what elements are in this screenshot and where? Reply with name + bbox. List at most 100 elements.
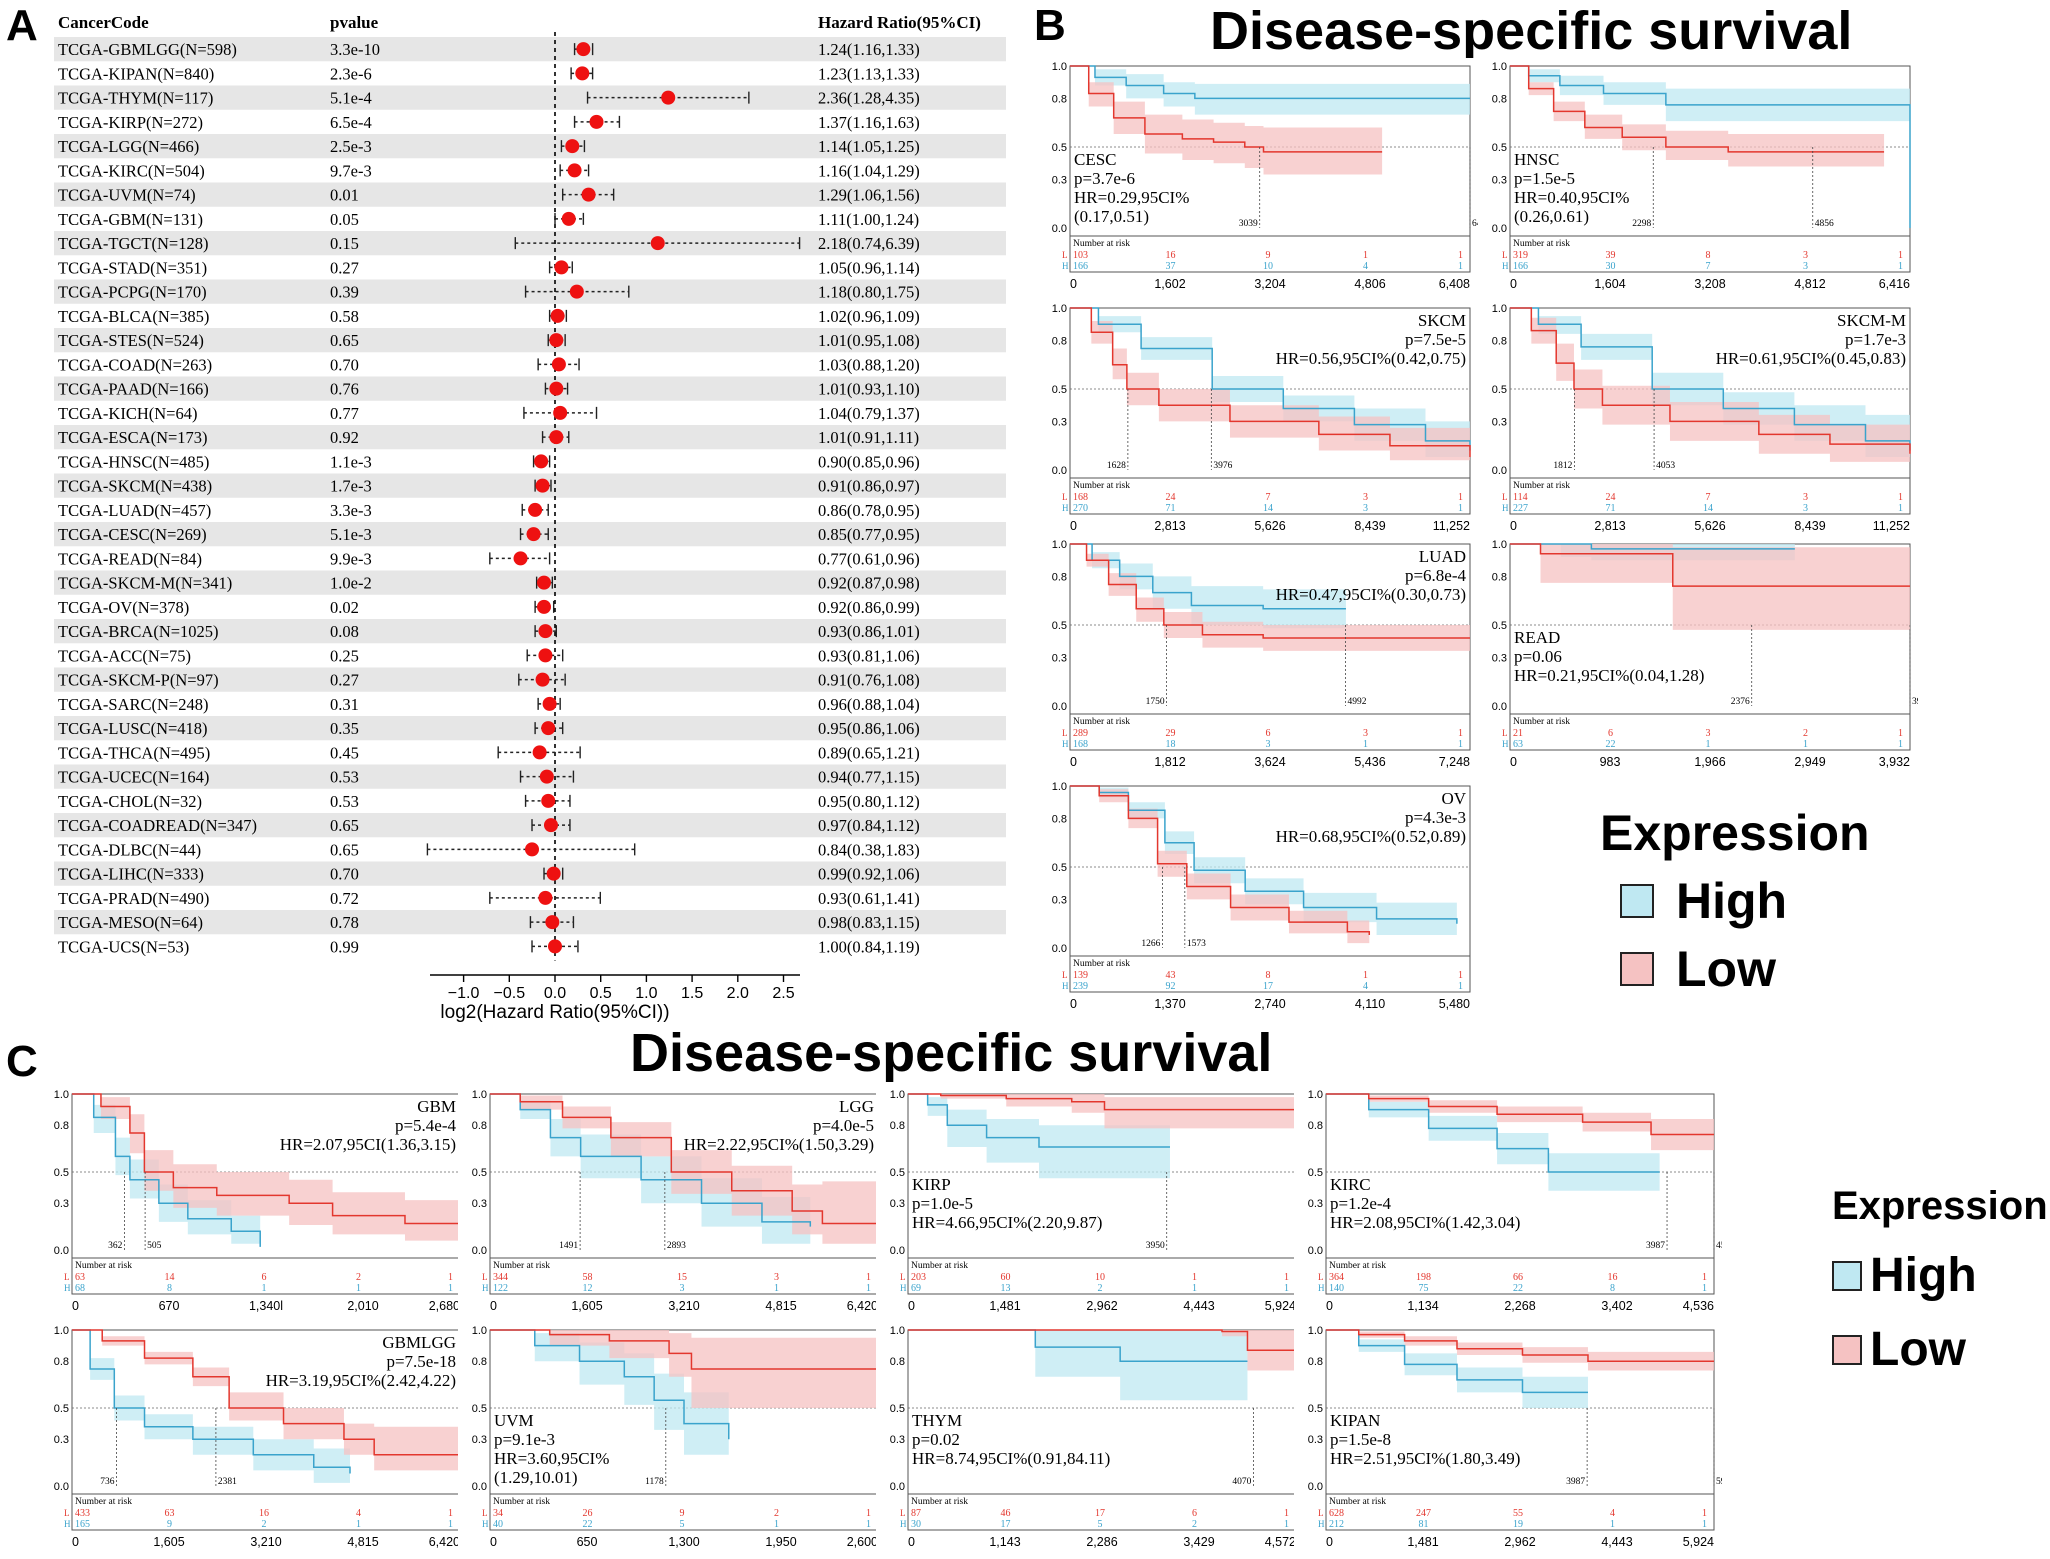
low-ci-band <box>1510 308 1910 470</box>
high-ci-band <box>490 1094 811 1250</box>
x-tick-label: 4,572 <box>1265 1535 1296 1548</box>
median-label: 4856 <box>1815 219 1834 229</box>
km-svg: 1.0 0.8 0.5 0.3 0.0 736 2381 GBMLGGp=7.5e-18HR=… <box>54 1325 461 1548</box>
p-value: 0.65 <box>330 816 359 835</box>
risk-count-high: 13 <box>1001 1283 1011 1294</box>
risk-count-high: 71 <box>1606 503 1616 514</box>
risk-count-high: 2 <box>1098 1283 1103 1294</box>
x-tick-label: 2.0 <box>727 985 749 1002</box>
hr-text: 0.95(0.80,1.12) <box>818 792 920 811</box>
risk-group-high: H <box>1318 1283 1325 1293</box>
km-stat-text: p=1.5e-8 <box>1330 1430 1391 1449</box>
header-hazard-ratio: Hazard Ratio(95%CI) <box>818 13 981 32</box>
p-value: 5.1e-3 <box>330 525 372 544</box>
risk-count-high: 3 <box>1363 503 1368 514</box>
risk-count-high: 3 <box>680 1283 685 1294</box>
p-value: 5.1e-4 <box>330 89 372 108</box>
x-tick-label: 1,604 <box>1594 277 1625 290</box>
km-stat-text: p=4.0e-5 <box>813 1116 874 1135</box>
risk-count-high: 19 <box>1513 1519 1523 1530</box>
km-stat-text: p=1.7e-3 <box>1845 330 1906 349</box>
risk-group-high: H <box>1062 981 1069 991</box>
km-stat-text: p=0.02 <box>912 1430 960 1449</box>
high-swatch <box>1620 884 1654 918</box>
row-shade <box>54 764 1006 789</box>
p-value: 0.31 <box>330 695 359 714</box>
median-label: 3987 <box>1566 1477 1585 1487</box>
km-stat-text: p=5.4e-4 <box>395 1116 457 1135</box>
km-svg: 1.00.80.50.30.040704575THYMp=0.02HR=8.74… <box>890 1325 1304 1548</box>
km-plot-gbm: 1.0 0.8 0.5 0.3 0.0 362 505 GBM p=5.4e-4 HR=2.07,… <box>40 1086 468 1312</box>
x-tick-label: 1,602 <box>1154 277 1185 290</box>
p-value: 1.7e-3 <box>330 477 372 496</box>
hr-point <box>543 818 558 833</box>
risk-count-high: 5 <box>680 1519 685 1530</box>
y-tick-label: 0.0 <box>54 1481 69 1493</box>
p-value: 0.27 <box>330 258 359 277</box>
risk-count-high: 1 <box>1898 261 1903 272</box>
median-label: 1266 <box>1141 939 1160 949</box>
row-shade <box>54 813 1006 838</box>
risk-group-low: L <box>1502 250 1508 260</box>
risk-table-header: Number at risk <box>493 1261 550 1271</box>
km-plot-kirp: 1.00.80.50.30.039505925KIRPp=1.0e-5HR=4.… <box>876 1086 1304 1312</box>
km-svg: 1.0 0.8 0.5 0.3 0.0 1812 4053 SKCM-Mp=1.7e-3HR=… <box>1492 303 1911 532</box>
x-tick-label: 2,813 <box>1154 519 1185 532</box>
y-tick-label: 0.8 <box>1052 93 1067 105</box>
y-tick-label: 0.5 <box>890 1167 905 1179</box>
hr-point <box>541 793 556 808</box>
y-tick-label: 0.0 <box>890 1245 905 1257</box>
legend-label-high: High <box>1676 873 1788 929</box>
risk-count-low: 3 <box>1363 492 1368 503</box>
risk-count-high: 9 <box>167 1519 172 1530</box>
x-tick-label: 0 <box>908 1535 915 1548</box>
median-label: 3039 <box>1239 219 1258 229</box>
y-tick-label: 1.0 <box>1308 1325 1323 1337</box>
risk-count-low: 2 <box>356 1272 361 1283</box>
km-stat-text: HR=0.21,95CI%(0.04,1.28) <box>1514 666 1704 685</box>
x-tick-label: 1,966 <box>1694 755 1725 768</box>
risk-count-high: 30 <box>911 1519 921 1530</box>
y-tick-label: 0.0 <box>1308 1245 1323 1257</box>
y-tick-label: 0.0 <box>472 1245 487 1257</box>
risk-group-low: L <box>900 1508 906 1518</box>
row-shade <box>54 619 1006 644</box>
row-shade <box>54 716 1006 741</box>
km-plot-skcm: 1.0 0.8 0.5 0.3 0.0 1628 3976 SKCM p=7.5e-5 HR=0.… <box>1038 300 1478 532</box>
risk-count-high: 75 <box>1419 1283 1429 1294</box>
hr-point <box>546 866 561 881</box>
risk-group-low: L <box>1062 492 1068 502</box>
cancer-code: TCGA-UVM(N=74) <box>58 186 196 205</box>
km-stat-text: HR=3.60,95CI% <box>494 1449 609 1468</box>
plot-frame <box>1069 785 1471 993</box>
risk-count-high: 1 <box>1706 739 1711 750</box>
panel-label-c: C <box>6 1037 38 1086</box>
x-tick-label: 6,416 <box>1879 277 1910 290</box>
p-value: 0.08 <box>330 622 359 641</box>
km-svg: 1.0 0.8 0.5 0.3 0.0 1750 4992 LUADp=6.8e-4HR=0.… <box>1052 539 1471 768</box>
risk-count-low: 14 <box>165 1272 175 1283</box>
km-stat-text: HR=0.47,95CI%(0.30,0.73) <box>1276 585 1466 604</box>
row-shade <box>54 376 1006 401</box>
risk-count-high: 1 <box>1702 1519 1707 1530</box>
risk-count-low: 1 <box>1284 1272 1289 1283</box>
hr-text: 0.99(0.92,1.06) <box>818 865 920 884</box>
y-tick-label: 0.0 <box>54 1245 69 1257</box>
risk-count-low: 24 <box>1606 492 1616 503</box>
y-tick-label: 1.0 <box>1052 61 1067 73</box>
km-svg: 1.0 0.8 0.5 0.3 0.0 2376 3932 READp=0.06HR=0.21… <box>1492 539 1918 768</box>
high-ci-band <box>908 1094 1170 1179</box>
km-stat-text: p=3.7e-6 <box>1074 169 1135 188</box>
cancer-code: TCGA-STAD(N=351) <box>58 258 207 277</box>
y-tick-label: 0.8 <box>1492 335 1507 347</box>
low-ci-band <box>1070 66 1383 175</box>
risk-count-high: 1 <box>1803 739 1808 750</box>
legend-title: Expression <box>1600 805 1870 861</box>
hr-point <box>535 478 550 493</box>
y-tick-label: 0.3 <box>890 1434 905 1446</box>
hr-point <box>545 915 560 930</box>
risk-group-low: L <box>1062 250 1068 260</box>
x-tick-label: 0 <box>1510 755 1517 768</box>
km-stat-text: KIPAN <box>1330 1411 1380 1430</box>
km-plot-gbmlgg: 1.0 0.8 0.5 0.3 0.0 736 2381 GBMLGG p=7.5e-18 HR=… <box>40 1322 468 1548</box>
